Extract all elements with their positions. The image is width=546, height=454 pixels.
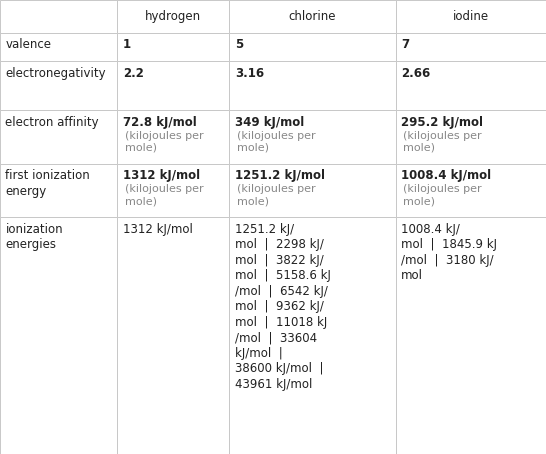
Text: iodine: iodine (453, 10, 489, 23)
Bar (117, 164, 229, 217)
Text: 1251.2 kJ/mol: 1251.2 kJ/mol (235, 169, 325, 183)
Bar (229, 61, 396, 110)
Text: 1: 1 (123, 38, 131, 51)
Bar (0, 61, 117, 110)
Text: 7: 7 (401, 38, 410, 51)
Bar (117, 61, 229, 110)
Bar (0, 0, 117, 33)
Text: (kilojoules per
mole): (kilojoules per mole) (125, 131, 204, 153)
Bar (0, 217, 117, 454)
Text: hydrogen: hydrogen (145, 10, 201, 23)
Text: 5: 5 (235, 38, 243, 51)
Text: 1251.2 kJ/
mol  |  2298 kJ/
mol  |  3822 kJ/
mol  |  5158.6 kJ
/mol  |  6542 kJ/: 1251.2 kJ/ mol | 2298 kJ/ mol | 3822 kJ/… (235, 223, 331, 391)
Bar (0, 164, 117, 217)
Bar (117, 0, 229, 33)
Bar (117, 217, 229, 454)
Text: 1312 kJ/mol: 1312 kJ/mol (123, 223, 193, 236)
Bar (229, 33, 396, 61)
Bar (117, 110, 229, 164)
Text: (kilojoules per
mole): (kilojoules per mole) (125, 184, 204, 206)
Text: 2.66: 2.66 (401, 67, 431, 80)
Bar (0, 33, 117, 61)
Text: 1312 kJ/mol: 1312 kJ/mol (123, 169, 200, 183)
Bar (229, 217, 396, 454)
Text: (kilojoules per
mole): (kilojoules per mole) (237, 184, 316, 206)
Bar (229, 164, 396, 217)
Bar (0, 110, 117, 164)
Bar (396, 33, 546, 61)
Text: 1008.4 kJ/
mol  |  1845.9 kJ
/mol  |  3180 kJ/
mol: 1008.4 kJ/ mol | 1845.9 kJ /mol | 3180 k… (401, 223, 497, 282)
Text: electronegativity: electronegativity (5, 67, 106, 80)
Bar (229, 0, 396, 33)
Bar (396, 164, 546, 217)
Text: chlorine: chlorine (289, 10, 336, 23)
Text: ionization
energies: ionization energies (5, 223, 63, 252)
Text: (kilojoules per
mole): (kilojoules per mole) (403, 131, 482, 153)
Bar (117, 33, 229, 61)
Bar (396, 217, 546, 454)
Text: valence: valence (5, 38, 51, 51)
Bar (396, 110, 546, 164)
Text: electron affinity: electron affinity (5, 116, 99, 129)
Text: 3.16: 3.16 (235, 67, 264, 80)
Text: 1008.4 kJ/mol: 1008.4 kJ/mol (401, 169, 491, 183)
Text: 349 kJ/mol: 349 kJ/mol (235, 116, 304, 129)
Text: 295.2 kJ/mol: 295.2 kJ/mol (401, 116, 483, 129)
Bar (396, 61, 546, 110)
Text: (kilojoules per
mole): (kilojoules per mole) (403, 184, 482, 206)
Text: first ionization
energy: first ionization energy (5, 169, 90, 198)
Text: 72.8 kJ/mol: 72.8 kJ/mol (123, 116, 197, 129)
Text: 2.2: 2.2 (123, 67, 144, 80)
Bar (396, 0, 546, 33)
Bar (229, 110, 396, 164)
Text: (kilojoules per
mole): (kilojoules per mole) (237, 131, 316, 153)
